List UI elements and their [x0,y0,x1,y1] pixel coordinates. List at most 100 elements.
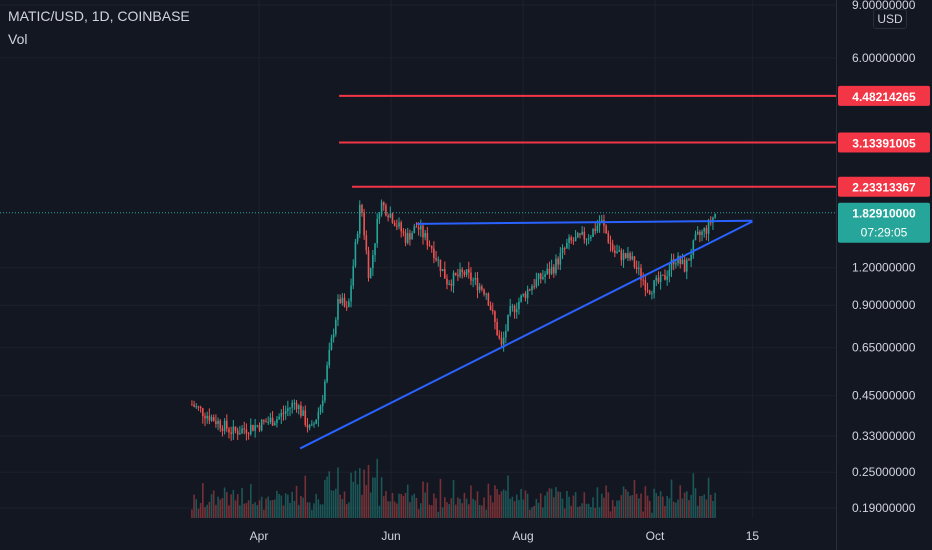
candle-body [332,334,335,338]
volume-bar [454,504,457,518]
currency-badge[interactable]: USD [873,9,907,29]
trendlines [299,219,753,450]
candle-body [398,222,400,227]
volume-bar [406,484,409,518]
volume-bar [539,493,542,518]
volume-bar [422,481,424,518]
volume-bar [712,500,714,518]
candle-body [518,301,520,310]
level-price-text: 4.48214265 [852,90,916,104]
candle-body [648,291,651,294]
candle-body [223,420,226,432]
candle-body [596,225,599,231]
volume-bar [548,488,551,518]
volume-bar [500,491,503,518]
level-price-label [838,132,930,153]
candle-body [688,259,690,261]
candle-body [308,425,311,428]
candle-body [393,222,396,226]
volume-bar [596,487,599,518]
candle-body [681,259,684,264]
volume-bar [513,501,516,518]
candle-body [350,285,352,302]
candle-body [491,309,494,312]
volume-bar [280,495,283,518]
y-tick-label: 0.65000000 [852,341,916,355]
volume-bar [624,489,627,518]
candle-body [585,238,588,240]
level-price-text: 2.23313367 [852,181,916,195]
volume-bar [648,500,651,518]
volume-bar [225,492,228,518]
candle-body [232,426,235,434]
volume-bar [640,493,642,518]
volume-bar [339,494,341,518]
volume-bar [276,490,278,518]
candle-body [372,255,374,269]
volume-bar [265,498,267,518]
volume-bar [511,496,514,518]
volume-bar [245,503,248,518]
candle-body [570,237,573,241]
candle-body [694,234,697,241]
candle-body [228,428,230,433]
volume-bar [306,502,309,518]
candle-body [467,269,470,273]
candle-body [664,275,666,280]
candle-body [640,267,642,280]
volume-bar [208,501,211,518]
candle-body [657,277,660,282]
candle-body [463,272,466,275]
volume-bar [420,503,422,518]
candle-body [424,233,426,238]
volume-bar [400,493,402,518]
current-price-label [838,202,930,243]
candle-body [254,425,256,431]
volume-bar [311,509,313,518]
candle-body [701,231,703,235]
candle-body [287,408,289,411]
volume-bars [191,458,716,518]
volume-bar [232,489,235,518]
candle-body [498,335,501,339]
volume-bar [476,491,479,518]
candle-body [258,425,261,431]
volume-bar [522,499,525,518]
candle-body [328,349,331,366]
volume-bar [247,500,250,518]
candle-body [616,251,618,254]
candle-body [675,263,677,265]
volume-bar [387,501,389,518]
candle-body [544,274,546,277]
volume-bar [485,509,488,518]
candle-body [450,283,453,286]
candle-body [496,322,498,336]
candle-body [417,227,420,230]
candle-body [494,311,496,323]
volume-bar [354,470,357,518]
volume-bar [546,491,549,518]
volume-bar [402,495,405,518]
symbol-title: MATIC/USD, 1D, COINBASE [8,8,190,24]
candle-body [433,248,435,259]
volume-bar [703,494,706,518]
candle-body [452,272,455,286]
y-tick-label: 0.45000000 [852,389,916,403]
candle-body [361,205,363,213]
volume-bar [544,495,546,518]
volume-bar [424,492,426,518]
volume-bar [594,507,597,518]
volume-bar [260,496,263,518]
volume-bar [376,458,379,518]
candle-body [420,225,422,230]
candle-body [313,423,315,425]
candle-body [633,256,636,267]
volume-bar [696,505,699,518]
volume-bar [241,488,243,518]
volume-bar [611,500,614,518]
candle-body [683,259,686,272]
volume-bar [666,496,668,518]
candle-body [265,421,267,423]
volume-bar [542,507,544,518]
